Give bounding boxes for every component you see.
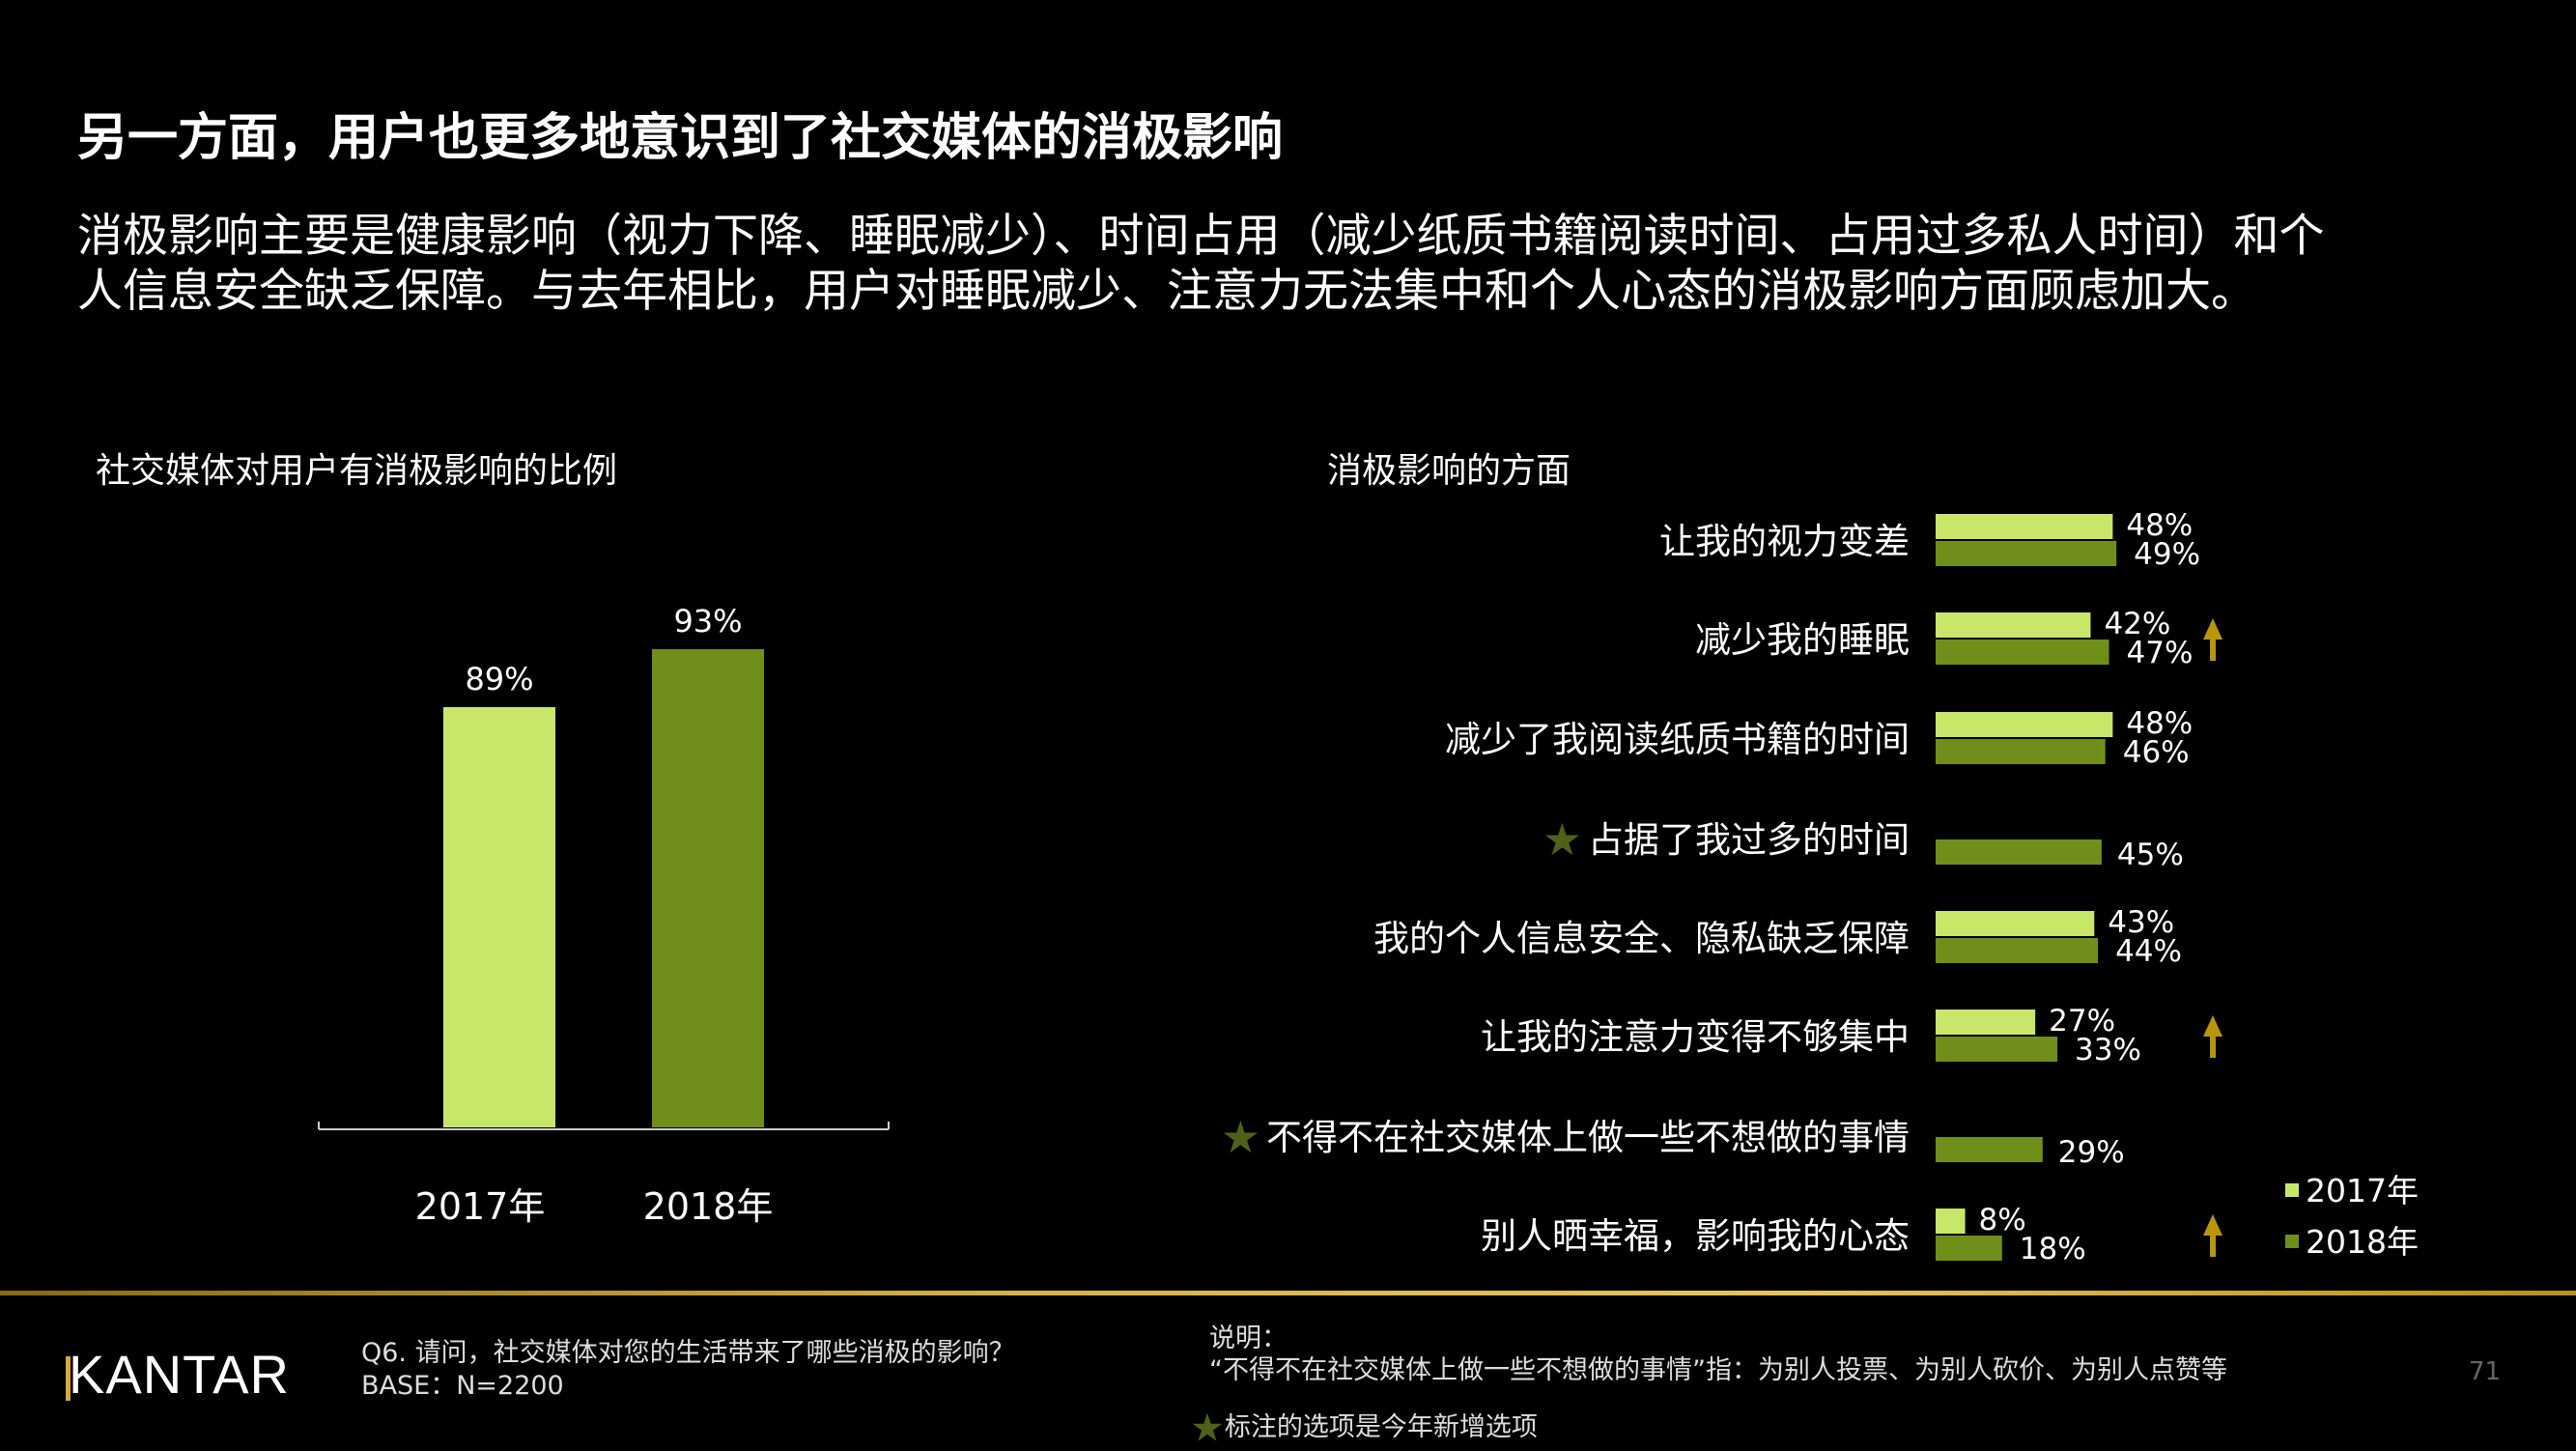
data-label-2017: 48% xyxy=(2126,508,2193,543)
base-text: BASE：N=2200 xyxy=(361,1371,564,1401)
legend-swatch-2018年 xyxy=(2285,1235,2299,1248)
data-label-2018: 46% xyxy=(2123,735,2190,770)
data-label-2018: 44% xyxy=(2115,934,2182,969)
data-label-2018: 49% xyxy=(2134,537,2200,572)
logo-text: KANTAR xyxy=(69,1344,290,1405)
star-icon: ★ xyxy=(1190,1406,1225,1451)
bar-2017 xyxy=(1936,612,2091,638)
legend-label: 2018年 xyxy=(2306,1223,2419,1261)
bar-2017 xyxy=(1936,712,2113,737)
bar-2018 xyxy=(1936,1037,2058,1062)
legend-label: 2017年 xyxy=(2306,1172,2419,1209)
category-label: 别人晒幸福，影响我的心态 xyxy=(1481,1215,1910,1257)
category-label: 我的个人信息安全、隐私缺乏保障 xyxy=(1373,918,1910,959)
gold-divider xyxy=(0,1291,2576,1295)
category-label: 不得不在社交媒体上做一些不想做的事情 xyxy=(1266,1117,1910,1158)
data-label: 93% xyxy=(673,603,742,640)
star-note-text: 标注的选项是今年新增选项 xyxy=(1224,1412,1538,1442)
bar-2017 xyxy=(1936,514,2113,539)
bar-2018 xyxy=(1936,1236,2002,1261)
bar-2018 xyxy=(1936,1137,2043,1162)
yearly-ratio-chart: 89% 2017年 93% 2018年 xyxy=(318,603,890,1228)
data-label-2018: 18% xyxy=(2020,1232,2086,1266)
data-label-2017: 8% xyxy=(1979,1203,2026,1238)
bar-2017年 xyxy=(443,707,555,1127)
bar-2018年 xyxy=(652,649,764,1127)
data-label-2017: 42% xyxy=(2104,607,2170,641)
data-label-2018: 33% xyxy=(2075,1033,2141,1067)
note-title: 说明： xyxy=(1209,1323,1288,1353)
bar-2018 xyxy=(1936,640,2109,665)
negative-aspects-chart: 让我的视力变差 48%49%减少我的睡眠 42%47%减少了我阅读纸质书籍的时间 48… xyxy=(1221,508,2419,1266)
note-text: “不得不在社交媒体上做一些不想做的事情”指：为别人投票、为别人砍价、为别人点赞等 xyxy=(1209,1355,2227,1385)
page-number: 71 xyxy=(2469,1357,2502,1386)
subtitle-line-2: 人信息安全缺乏保障。与去年相比，用户对睡眠减少、注意力无法集中和个人心态的消极影… xyxy=(77,265,2256,318)
star-note: ★标注的选项是今年新增选项 xyxy=(1190,1406,1538,1451)
category-label: 减少我的睡眠 xyxy=(1695,619,1910,661)
bar-2017 xyxy=(1936,1209,1966,1234)
arrow-up-icon xyxy=(2203,1214,2222,1257)
right-chart-title: 消极影响的方面 xyxy=(1327,451,1571,491)
bar-2018 xyxy=(1936,739,2106,764)
data-label-2017: 27% xyxy=(2049,1004,2115,1038)
category-label: 减少了我阅读纸质书籍的时间 xyxy=(1445,719,1910,760)
data-label-2018: 29% xyxy=(2058,1135,2125,1170)
data-label-2018: 45% xyxy=(2117,838,2184,872)
star-icon: ★ xyxy=(1221,1111,1260,1163)
bar-2018 xyxy=(1936,541,2117,566)
data-label: 89% xyxy=(465,661,533,697)
legend-swatch-2017年 xyxy=(2285,1183,2299,1197)
bar-2017 xyxy=(1936,911,2095,936)
data-label-2017: 43% xyxy=(2108,905,2174,940)
data-label-2017: 48% xyxy=(2126,706,2193,741)
page-title: 另一方面，用户也更多地意识到了社交媒体的消极影响 xyxy=(77,109,1284,167)
data-label-2018: 47% xyxy=(2127,636,2194,670)
star-icon: ★ xyxy=(1543,813,1582,866)
subtitle-line-1: 消极影响主要是健康影响（视力下降、睡眠减少）、时间占用（减少纸质书籍阅读时间、占… xyxy=(77,210,2325,263)
left-chart-title: 社交媒体对用户有消极影响的比例 xyxy=(96,451,618,491)
arrow-up-icon xyxy=(2203,618,2222,661)
x-tick-label: 2017年 xyxy=(415,1185,546,1228)
category-label: 占据了我过多的时间 xyxy=(1588,819,1910,861)
bar-2018 xyxy=(1936,938,2099,963)
bar-2017 xyxy=(1936,1010,2036,1035)
question-text: Q6. 请问，社交媒体对您的生活带来了哪些消极的影响？ xyxy=(361,1338,1015,1368)
category-label: 让我的视力变差 xyxy=(1659,521,1910,562)
kantar-logo: KANTAR xyxy=(66,1343,290,1406)
arrow-up-icon xyxy=(2203,1015,2222,1058)
category-label: 让我的注意力变得不够集中 xyxy=(1481,1016,1910,1058)
bar-2018 xyxy=(1936,839,2102,865)
x-tick-label: 2018年 xyxy=(643,1185,774,1228)
